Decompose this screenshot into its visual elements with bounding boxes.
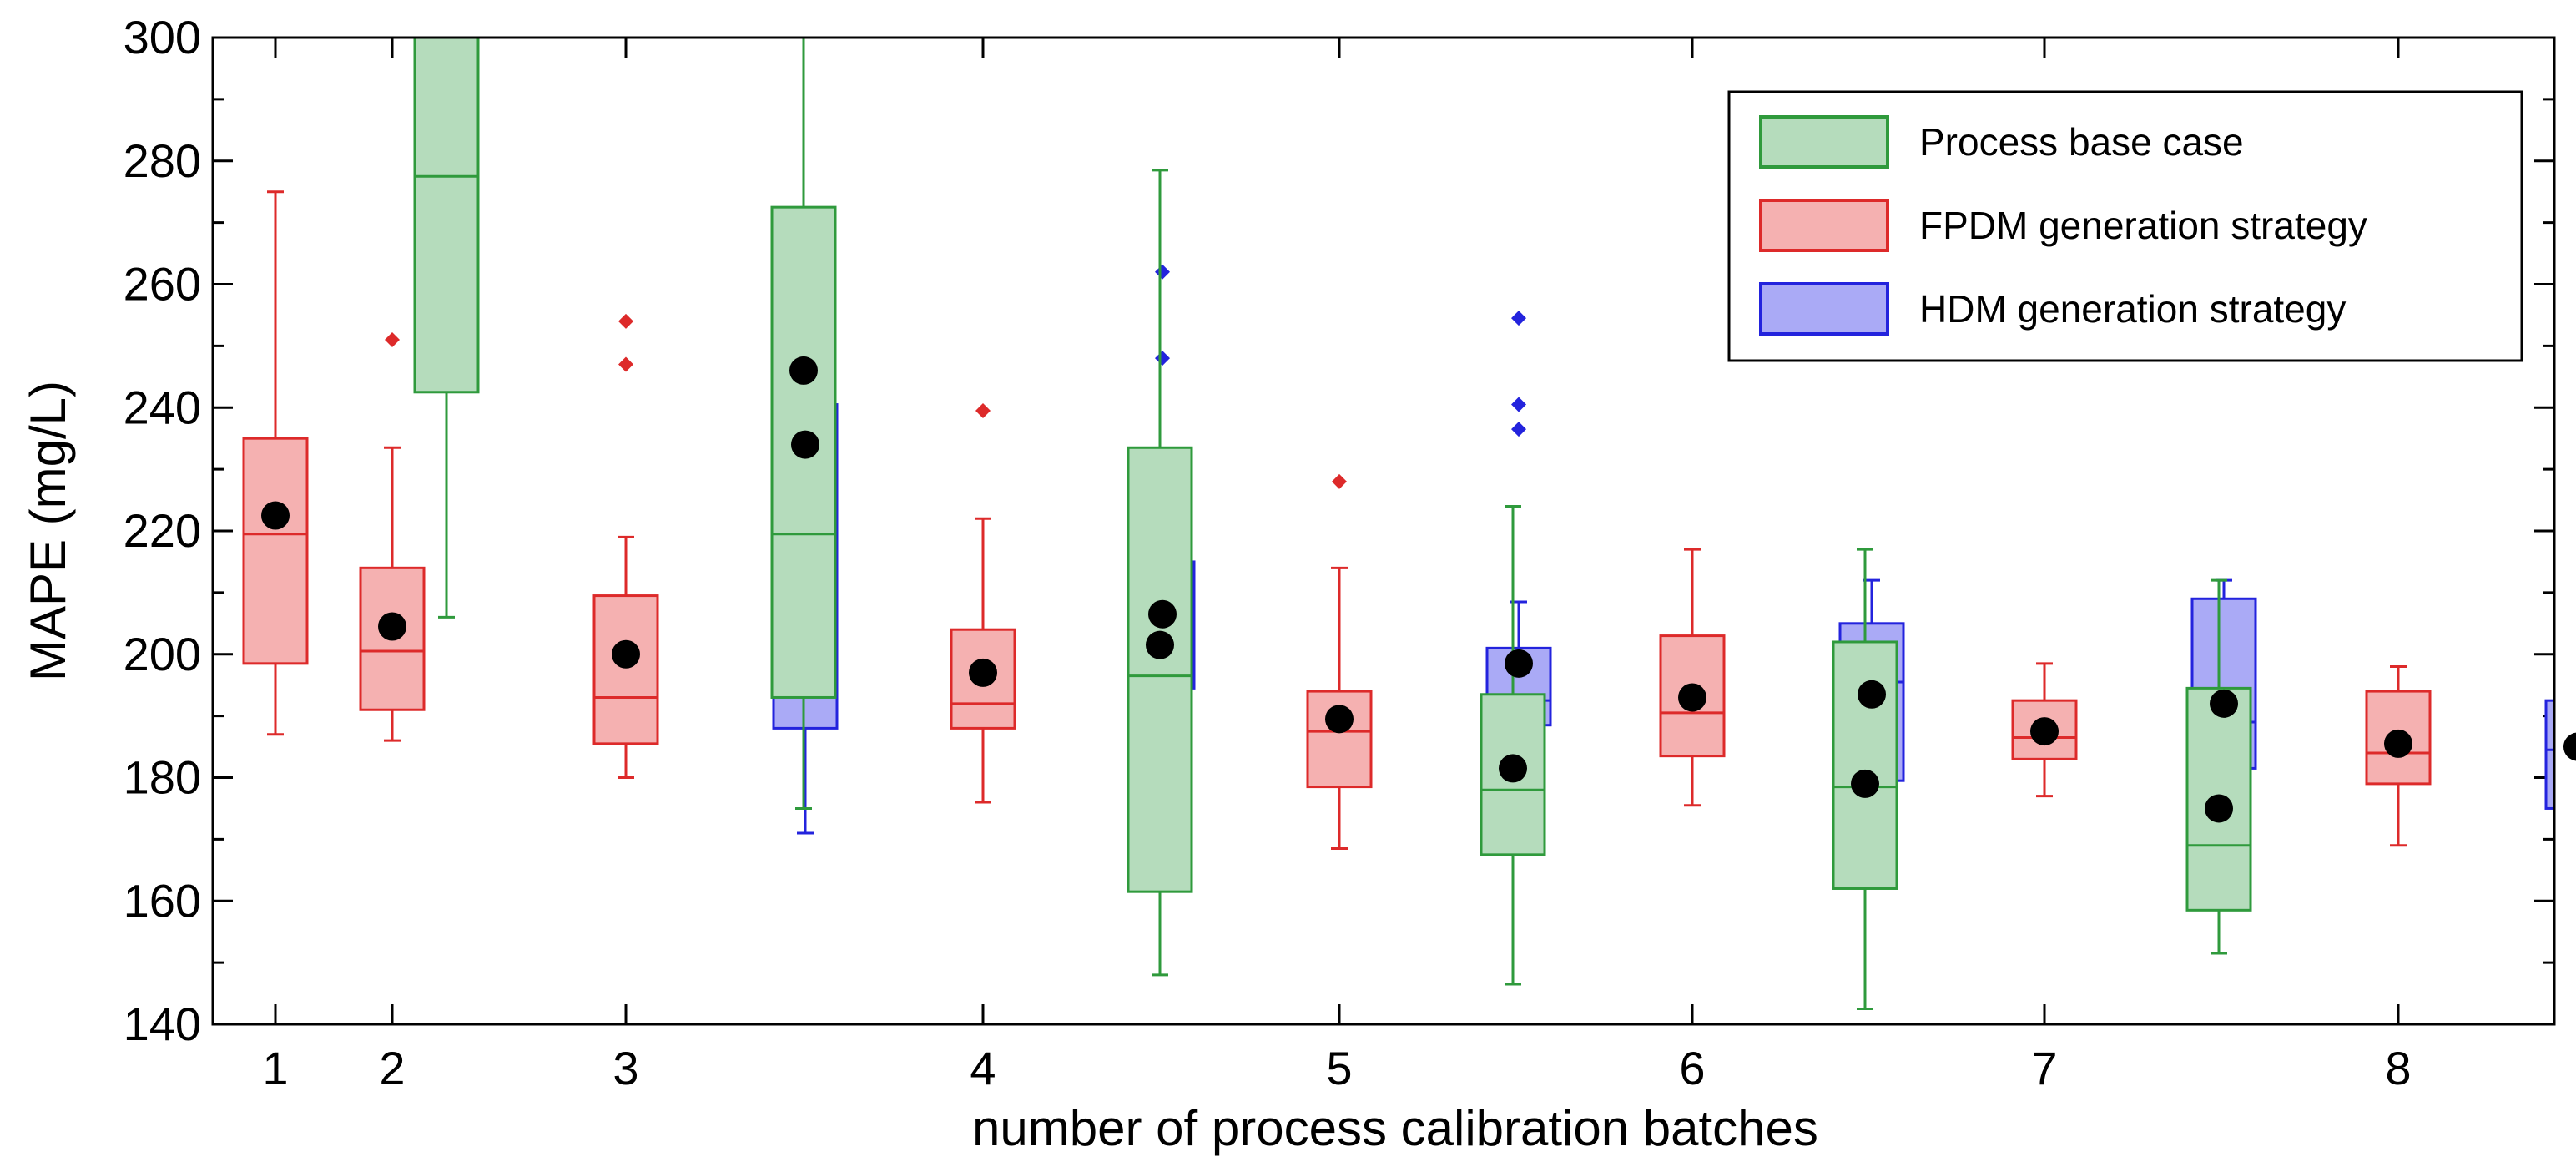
box-base-6 — [1480, 504, 1546, 986]
mean-marker — [261, 501, 290, 530]
legend-swatch-base — [1759, 115, 1889, 169]
mean-marker — [791, 430, 819, 459]
y-tick-label: 180 — [124, 751, 201, 804]
mean-marker — [1325, 705, 1354, 734]
iqr-box — [413, 38, 480, 394]
iqr-box — [1127, 446, 1193, 893]
y-tick-label: 300 — [124, 11, 201, 63]
mean-marker — [1678, 683, 1706, 712]
outlier-marker — [385, 331, 400, 347]
y-tick-label: 200 — [124, 628, 201, 680]
mean-marker — [2210, 689, 2238, 718]
mean-marker — [612, 639, 640, 669]
y-tick-label: 220 — [124, 504, 201, 557]
box-fpdm-4 — [950, 402, 1016, 804]
x-tick-label: 4 — [970, 1042, 996, 1094]
x-axis-ticks: 1 2 3 4 5 6 7 8 — [262, 38, 2412, 1094]
box-base-4 — [770, 38, 837, 810]
mean-marker — [2563, 732, 2576, 761]
box-fpdm-1 — [242, 190, 309, 736]
y-tick-label: 240 — [124, 381, 201, 433]
outlier-marker — [618, 313, 633, 329]
legend-label-fpdm: FPDM generation strategy — [1919, 204, 2367, 247]
x-tick-label: 2 — [379, 1042, 405, 1094]
x-tick-label: 6 — [1679, 1042, 1705, 1094]
x-tick-label: 8 — [2385, 1042, 2411, 1094]
iqr-box — [2544, 699, 2554, 810]
mean-marker — [1146, 630, 1174, 659]
box-fpdm-5 — [1306, 473, 1373, 850]
x-tick-label: 3 — [612, 1042, 638, 1094]
legend-swatch-fpdm — [1759, 199, 1889, 252]
plot-area-frame — [211, 36, 2556, 1026]
outlier-marker — [1511, 311, 1526, 326]
x-tick-label: 7 — [2031, 1042, 2057, 1094]
box-fpdm-2 — [359, 331, 426, 742]
y-tick-label: 260 — [124, 258, 201, 311]
mean-marker — [378, 612, 406, 641]
outlier-marker — [1511, 397, 1526, 412]
box-fpdm-3 — [592, 313, 659, 779]
legend-swatch-hdm — [1759, 282, 1889, 336]
x-tick-label: 5 — [1326, 1042, 1352, 1094]
y-tick-label: 160 — [124, 874, 201, 927]
mean-marker — [789, 356, 818, 385]
mean-marker — [1851, 769, 1879, 798]
box-hdm-8 — [2544, 699, 2554, 810]
box-fpdm-6 — [1659, 548, 1726, 807]
mean-markers — [261, 356, 2576, 823]
legend: Process base case FPDM generation strate… — [1727, 90, 2523, 362]
box-base-7 — [1832, 548, 1898, 1011]
mean-marker — [1499, 754, 1527, 783]
mean-marker — [2384, 729, 2412, 758]
outlier-marker — [1511, 422, 1526, 437]
y-axis-ticks: 140 160 180 200 220 240 260 280 300 — [124, 11, 2554, 1050]
mean-marker — [2205, 794, 2233, 823]
y-axis-title: MAPE (mg/L) — [20, 381, 76, 681]
iqr-box — [242, 437, 309, 665]
iqr-box — [1832, 640, 1898, 890]
mean-marker — [969, 658, 997, 687]
y-tick-label: 140 — [124, 998, 201, 1050]
outlier-marker — [1332, 473, 1347, 489]
legend-label-base: Process base case — [1919, 120, 2244, 164]
y-tick-label: 280 — [124, 134, 201, 187]
mean-marker — [2030, 717, 2059, 746]
x-tick-label: 1 — [262, 1042, 288, 1094]
mean-marker — [1858, 680, 1886, 709]
mean-marker — [1148, 599, 1177, 629]
outlier-marker — [1155, 264, 1170, 280]
iqr-box — [592, 594, 659, 745]
outlier-marker — [1155, 351, 1170, 366]
box-base-5 — [1127, 169, 1193, 977]
outlier-marker — [618, 356, 633, 372]
legend-label-hdm: HDM generation strategy — [1919, 287, 2346, 331]
mean-marker — [1505, 649, 1533, 678]
x-axis-title: number of process calibration batches — [972, 1100, 1818, 1156]
box-base-3 — [413, 38, 480, 619]
outlier-marker — [975, 402, 991, 418]
box-marks — [242, 38, 2554, 1011]
